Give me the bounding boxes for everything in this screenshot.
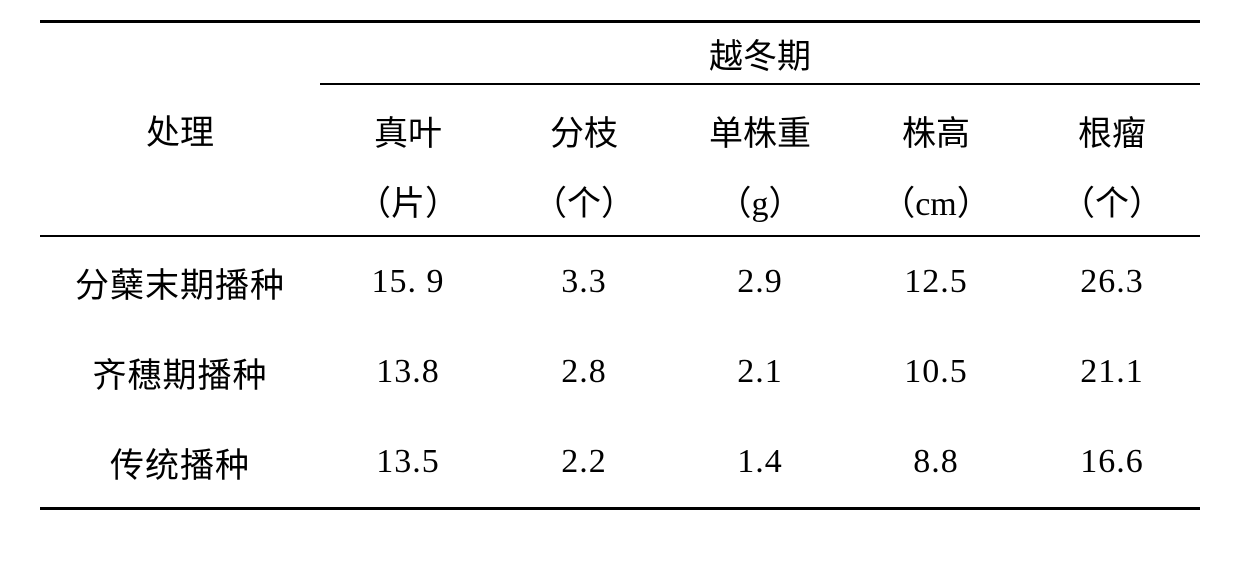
data-cell: 2.2 xyxy=(496,417,672,509)
data-cell: 16.6 xyxy=(1024,417,1200,509)
table-row: 分蘖末期播种 15. 9 3.3 2.9 12.5 26.3 xyxy=(40,236,1200,327)
column-spanner: 越冬期 xyxy=(320,22,1200,85)
data-cell: 2.8 xyxy=(496,327,672,417)
table-row: 齐穗期播种 13.8 2.8 2.1 10.5 21.1 xyxy=(40,327,1200,417)
data-cell: 13.5 xyxy=(320,417,496,509)
data-table: 处理 越冬期 真叶 分枝 单株重 株高 根瘤 （片） （个） （g） （cm） … xyxy=(40,20,1200,510)
data-cell: 8.8 xyxy=(848,417,1024,509)
col-label-2: 单株重 xyxy=(672,84,848,165)
col-label-1: 分枝 xyxy=(496,84,672,165)
col-label-3: 株高 xyxy=(848,84,1024,165)
treatment-cell: 齐穗期播种 xyxy=(40,327,320,417)
col-unit-3: （cm） xyxy=(848,165,1024,236)
col-label-0: 真叶 xyxy=(320,84,496,165)
table-row: 传统播种 13.5 2.2 1.4 8.8 16.6 xyxy=(40,417,1200,509)
table-body: 分蘖末期播种 15. 9 3.3 2.9 12.5 26.3 齐穗期播种 13.… xyxy=(40,236,1200,509)
table-container: 处理 越冬期 真叶 分枝 单株重 株高 根瘤 （片） （个） （g） （cm） … xyxy=(0,0,1240,530)
data-cell: 12.5 xyxy=(848,236,1024,327)
col-unit-0: （片） xyxy=(320,165,496,236)
col-unit-2: （g） xyxy=(672,165,848,236)
data-cell: 2.1 xyxy=(672,327,848,417)
data-cell: 10.5 xyxy=(848,327,1024,417)
treatment-cell: 传统播种 xyxy=(40,417,320,509)
data-cell: 15. 9 xyxy=(320,236,496,327)
data-cell: 21.1 xyxy=(1024,327,1200,417)
col-label-4: 根瘤 xyxy=(1024,84,1200,165)
col-unit-1: （个） xyxy=(496,165,672,236)
data-cell: 13.8 xyxy=(320,327,496,417)
data-cell: 3.3 xyxy=(496,236,672,327)
treatment-cell: 分蘖末期播种 xyxy=(40,236,320,327)
col-unit-4: （个） xyxy=(1024,165,1200,236)
data-cell: 26.3 xyxy=(1024,236,1200,327)
table-header: 处理 越冬期 真叶 分枝 单株重 株高 根瘤 （片） （个） （g） （cm） … xyxy=(40,22,1200,237)
row-header-label: 处理 xyxy=(40,22,320,237)
data-cell: 1.4 xyxy=(672,417,848,509)
data-cell: 2.9 xyxy=(672,236,848,327)
